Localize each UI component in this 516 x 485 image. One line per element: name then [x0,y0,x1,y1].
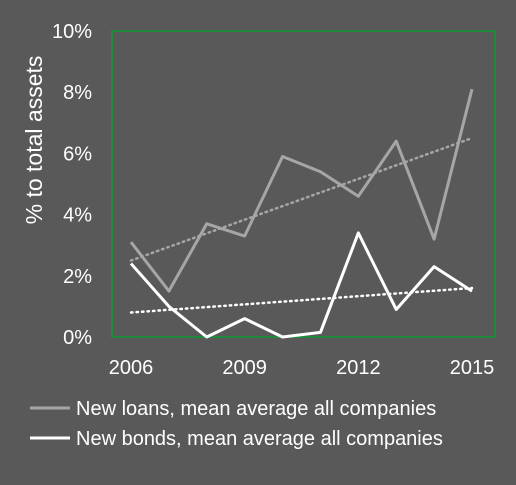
y-tick-label: 0% [63,327,92,349]
y-tick-label: 10% [52,21,92,43]
y-tick-label: 6% [63,143,92,165]
trendlines [129,136,474,314]
x-tick-label: 2015 [450,357,495,379]
series-line-2 [129,231,473,339]
x-tick-label: 2009 [222,357,267,379]
legend-label: New loans, mean average all companies [76,398,436,420]
y-axis: 0% 2% 4% 6% 8% 10% [52,21,92,349]
y-tick-label: 2% [63,266,92,288]
series-line-1 [129,88,474,293]
x-tick-label: 2012 [336,357,381,379]
x-axis: 2006 2009 2012 2015 [109,357,495,379]
trendline-1 [129,136,474,262]
legend-label: New bonds, mean average all companies [76,428,443,450]
y-axis-label: % to total assets [21,56,47,225]
x-tick-label: 2006 [109,357,154,379]
y-tick-label: 4% [63,205,92,227]
series-lines [129,88,474,339]
legend: New loans, mean average all companies New… [30,398,443,450]
plot-area-border [111,30,496,338]
y-tick-label: 8% [63,82,92,104]
trendline-2 [129,286,474,314]
